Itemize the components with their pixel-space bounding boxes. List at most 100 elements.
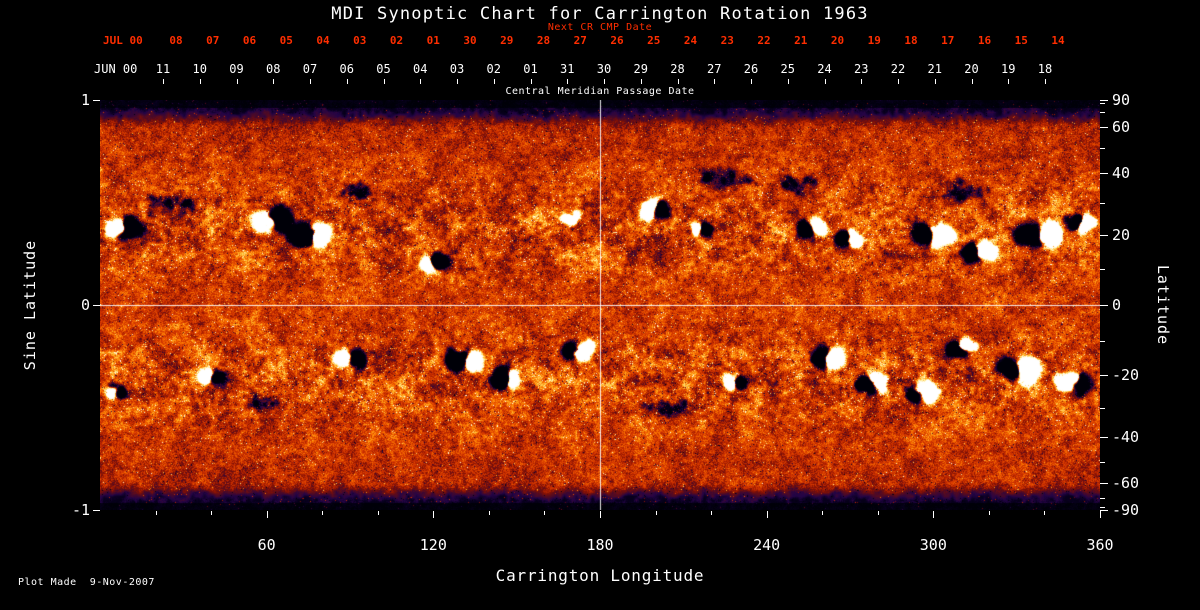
right-tick (1100, 100, 1108, 101)
next-cr-date-label: 25 (647, 34, 661, 47)
right-minor-tick (1100, 506, 1105, 508)
right-minor-tick (1100, 269, 1105, 271)
cmp-date-tick (530, 79, 532, 84)
cmp-date-tick (787, 79, 789, 84)
cmp-date-tick (346, 79, 348, 84)
right-minor-tick (1100, 112, 1105, 114)
right-minor-tick (1100, 202, 1105, 204)
next-cr-cmp-date-label: Next CR CMP Date (547, 22, 653, 33)
next-cr-date-label: 19 (867, 34, 881, 47)
cmp-date-tick (1045, 79, 1046, 84)
next-cr-date-label: 15 (1014, 34, 1028, 47)
next-cr-date-label: 07 (206, 34, 220, 47)
right-tick (1100, 375, 1108, 377)
next-cr-date-label: 18 (904, 34, 918, 47)
x-minor-tick (711, 511, 713, 515)
cmp-date-label: 22 (890, 62, 906, 76)
cmp-date-tick (640, 79, 642, 84)
cmp-date-label: 19 (1001, 62, 1016, 76)
x-minor-tick (544, 511, 546, 515)
left-tick (93, 305, 100, 306)
cmp-date-label: 04 (413, 62, 428, 76)
next-cr-date-label: 30 (463, 34, 477, 47)
cmp-date-label: 03 (449, 62, 465, 76)
right-tick-label: -60 (1112, 473, 1140, 492)
cmp-date-tick (861, 79, 863, 84)
x-tick-label: 360 (1086, 536, 1114, 554)
right-tick-label: 0 (1112, 296, 1122, 314)
next-cr-date-label: 14 (1051, 34, 1065, 47)
cmp-date-label: 10 (192, 62, 207, 76)
x-minor-tick (988, 511, 990, 515)
cmp-date-label: 31 (560, 62, 575, 76)
x-tick (766, 511, 768, 518)
cmp-date-tick (677, 79, 679, 84)
chart-title: MDI Synoptic Chart for Carrington Rotati… (331, 4, 869, 24)
left-tick (93, 100, 100, 101)
cmp-date-label: 20 (964, 62, 979, 76)
x-tick (600, 511, 601, 518)
x-tick (933, 511, 935, 518)
cmp-date-label: 23 (854, 62, 869, 76)
cmp-date-label: 06 (339, 62, 354, 76)
right-tick (1100, 436, 1108, 438)
x-minor-tick (488, 511, 490, 515)
left-tick (93, 510, 100, 511)
x-minor-tick (377, 511, 379, 515)
cmp-date-tick (236, 79, 238, 84)
next-cr-date-label: 08 (169, 34, 183, 47)
cmp-date-tick (457, 79, 458, 84)
cmp-date-label: 28 (670, 62, 685, 76)
next-cr-date-label: 02 (389, 34, 404, 47)
next-cr-date-label: 23 (720, 34, 734, 47)
right-minor-tick (1100, 147, 1105, 149)
next-cr-date-label: 06 (242, 34, 257, 47)
right-tick-label: 40 (1112, 164, 1131, 183)
cmp-date-label: 05 (376, 62, 391, 76)
cmp-date-label: 24 (817, 62, 832, 76)
cmp-date-tick (898, 79, 899, 84)
cmp-date-label: 01 (523, 62, 538, 76)
cmp-date-label: 26 (743, 62, 759, 76)
x-tick (1100, 511, 1101, 518)
cmp-date-tick (383, 79, 385, 84)
next-cr-date-label: 21 (794, 34, 808, 47)
next-cr-date-label: 22 (757, 34, 771, 47)
right-minor-tick (1100, 462, 1105, 464)
next-cr-date-label: 26 (610, 34, 624, 47)
cmp-date-tick (420, 79, 422, 84)
cmp-date-label: 30 (596, 62, 612, 76)
right-minor-tick (1100, 103, 1105, 105)
right-minor-tick (1100, 497, 1105, 499)
cmp-date-label: 29 (633, 62, 648, 76)
right-tick (1100, 173, 1108, 175)
right-tick (1100, 510, 1108, 511)
right-tick-label: -90 (1112, 501, 1140, 519)
x-tick (266, 511, 268, 518)
next-cr-date-label: 29 (500, 34, 514, 47)
cmp-date-label: 18 (1037, 62, 1053, 76)
next-cr-date-label: 27 (573, 34, 587, 47)
next-cr-date-label: 20 (830, 34, 845, 47)
cmp-date-label: 25 (780, 62, 795, 76)
x-axis-label: Carrington Longitude (495, 566, 705, 585)
cmp-date-tick (934, 79, 936, 84)
right-minor-tick (1100, 407, 1105, 409)
right-tick (1100, 305, 1108, 306)
y-axis-label-right: Latitude (1154, 264, 1172, 346)
red-month-label: JUL 00 (103, 34, 143, 47)
next-cr-date-label: 04 (316, 34, 330, 47)
x-tick-label: 60 (257, 536, 276, 554)
next-cr-date-label: 17 (941, 34, 955, 47)
next-cr-date-label: 24 (683, 34, 698, 47)
x-tick-label: 180 (586, 536, 614, 554)
x-tick (433, 511, 435, 518)
next-cr-date-label: 01 (426, 34, 440, 47)
x-tick-label: 120 (419, 536, 447, 554)
x-minor-tick (155, 511, 157, 515)
right-tick-label: 90 (1112, 91, 1131, 109)
cmp-date-tick (310, 79, 311, 84)
right-tick (1100, 127, 1108, 129)
white-month-label: JUN 00 (94, 62, 138, 76)
